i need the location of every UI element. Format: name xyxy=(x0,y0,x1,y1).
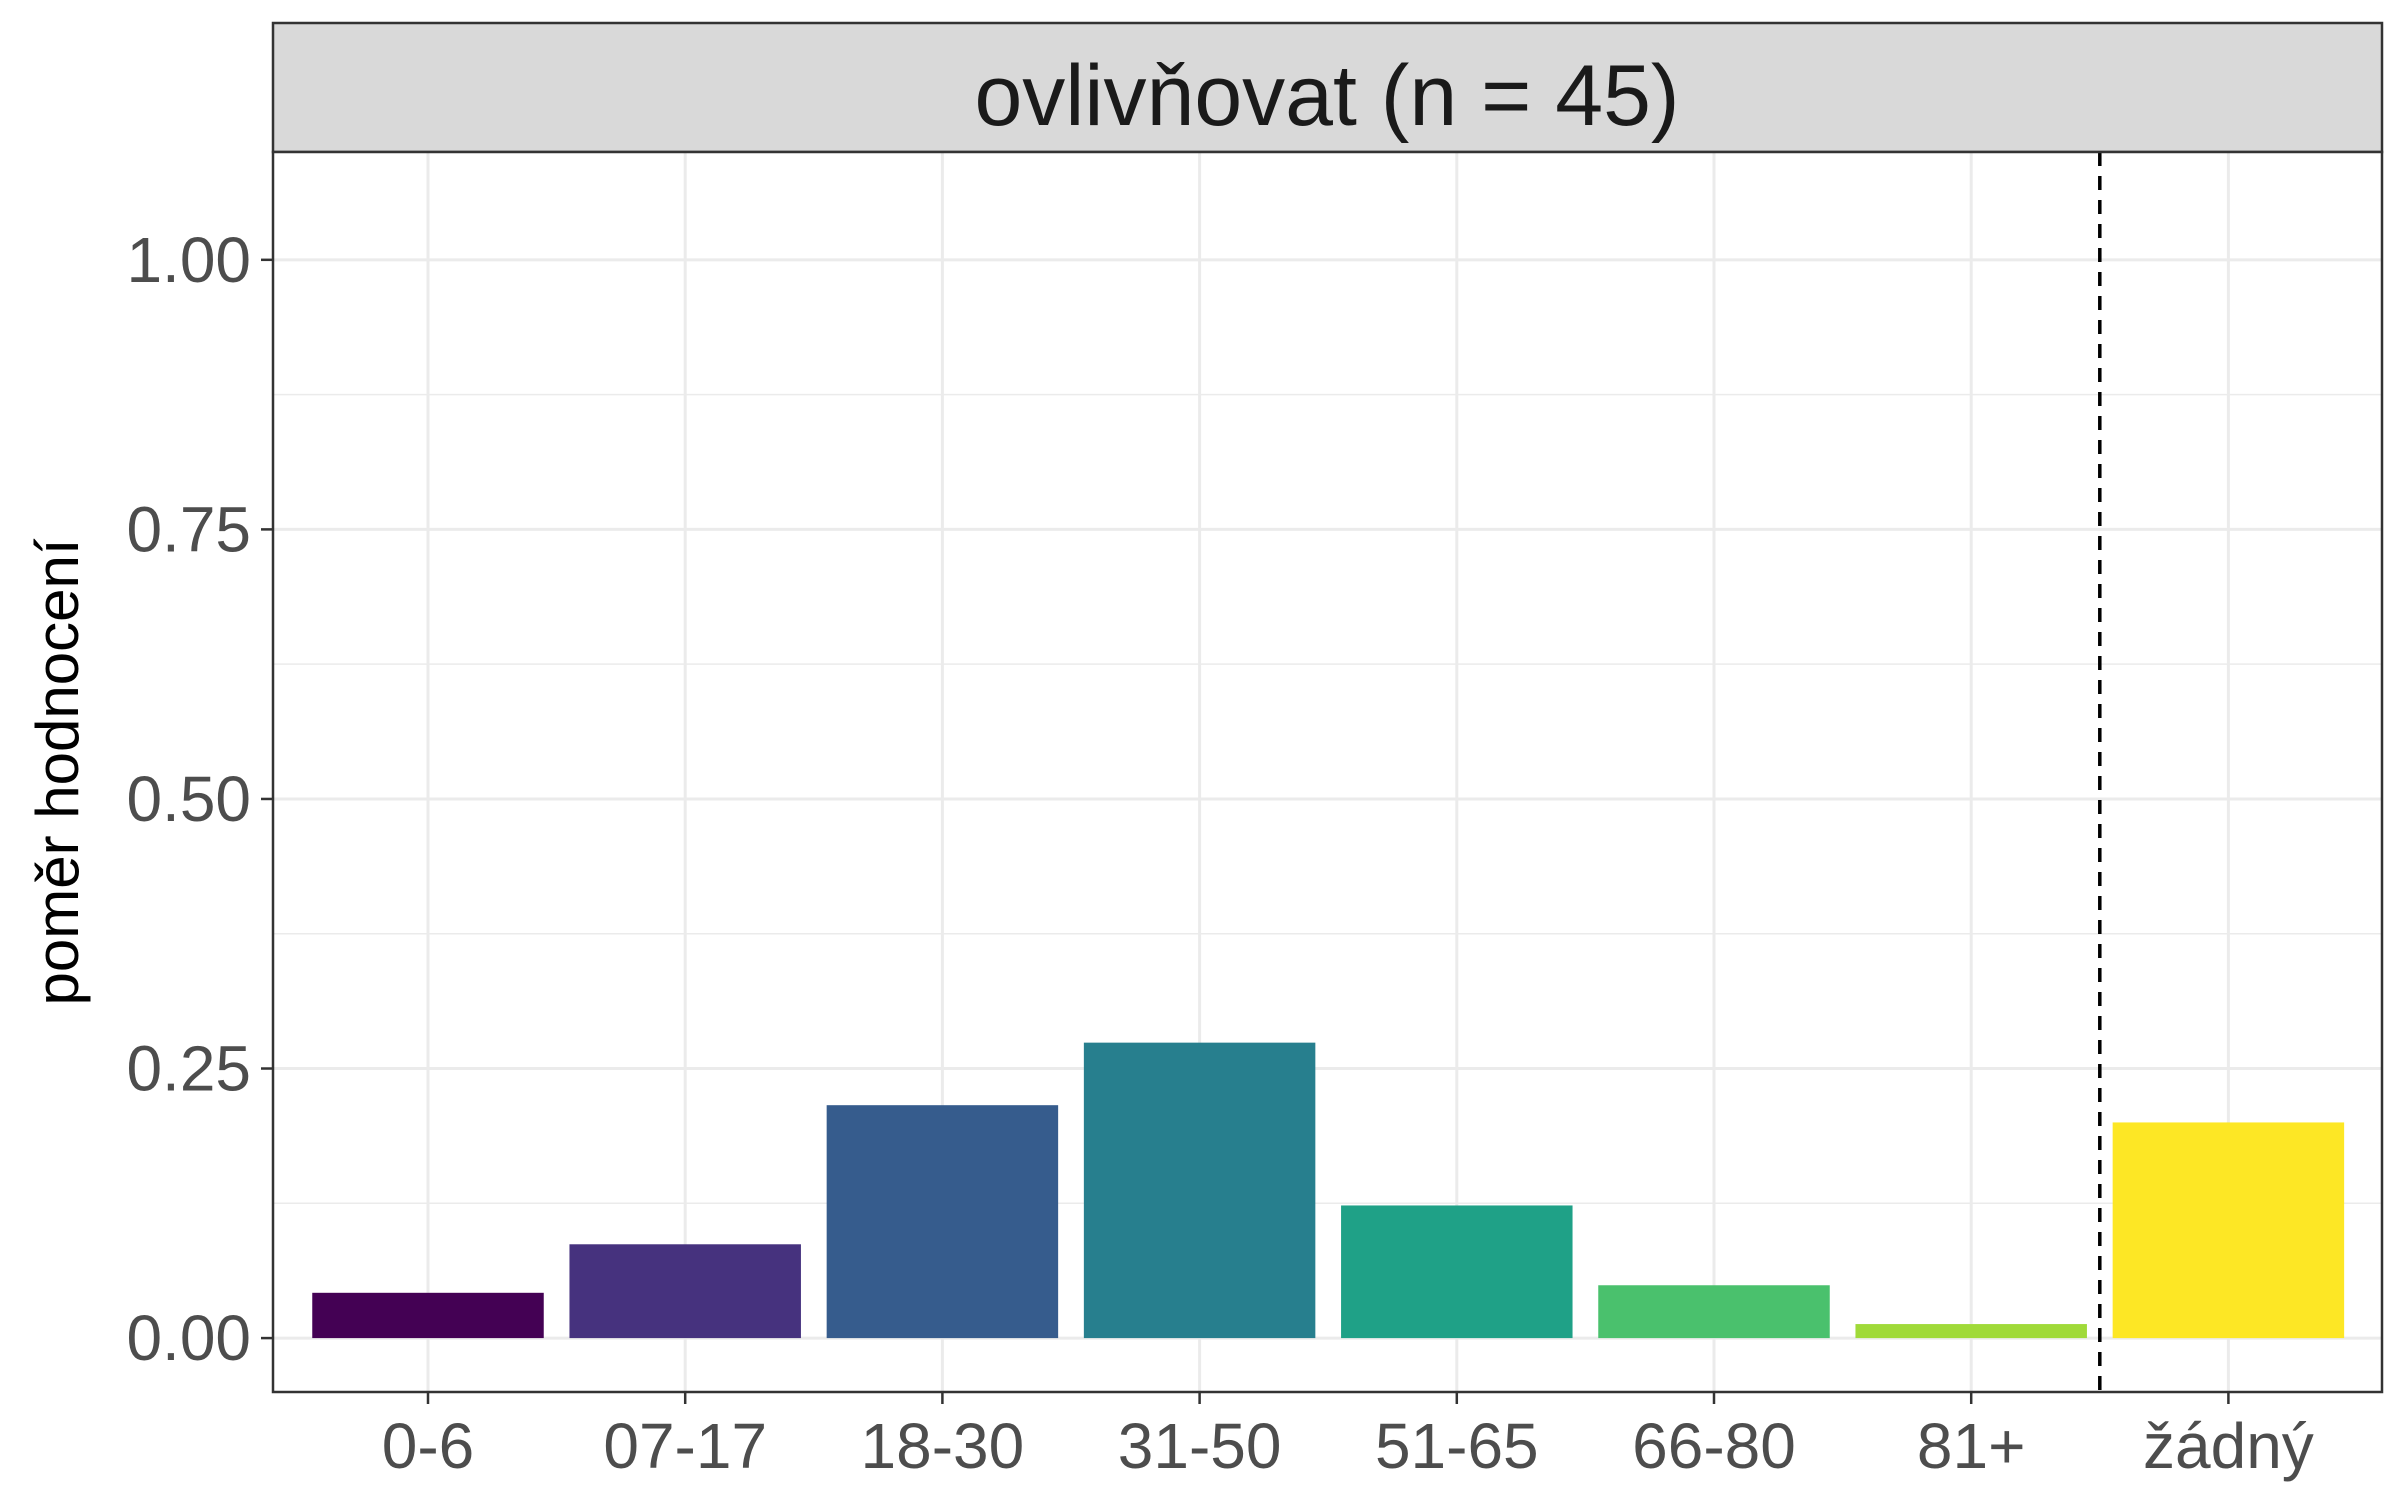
bar xyxy=(569,1244,801,1339)
bars xyxy=(312,1042,2345,1339)
bar xyxy=(1855,1324,2087,1339)
facet-title: ovlivňovat (n = 45) xyxy=(974,48,1679,144)
bar xyxy=(1083,1042,1316,1339)
x-tick-label: 66-80 xyxy=(1632,1410,1796,1482)
y-tick-label: 0.75 xyxy=(126,493,251,565)
bar xyxy=(312,1292,544,1339)
facet-strip xyxy=(271,21,2384,154)
bar xyxy=(1341,1205,1573,1339)
x-tick-label: 31-50 xyxy=(1118,1410,1282,1482)
x-tick-label: 07-17 xyxy=(603,1410,767,1482)
y-tick-label: 0.00 xyxy=(126,1302,251,1374)
bar xyxy=(2112,1122,2345,1339)
bar xyxy=(1598,1285,1830,1339)
panel-border xyxy=(271,150,2384,1394)
y-tick-label: 0.25 xyxy=(126,1033,251,1105)
y-tick-label: 1.00 xyxy=(126,224,251,296)
x-tick-label: 0-6 xyxy=(382,1410,475,1482)
y-axis-title: poměr hodnocení xyxy=(24,538,91,1005)
grid xyxy=(273,152,2382,1392)
axes: 0.00 0.25 0.50 0.75 1.00 0-6 07-17 18-30 31-50 51… xyxy=(126,224,2313,1482)
x-tick-label: žádný xyxy=(2143,1410,2314,1482)
y-tick-label: 0.50 xyxy=(126,763,251,835)
x-tick-label: 81+ xyxy=(1917,1410,2026,1482)
x-tick-label: 18-30 xyxy=(861,1410,1025,1482)
plot-panel xyxy=(273,152,2382,1392)
x-tick-label: 51-65 xyxy=(1375,1410,1539,1482)
bar xyxy=(826,1105,1059,1339)
